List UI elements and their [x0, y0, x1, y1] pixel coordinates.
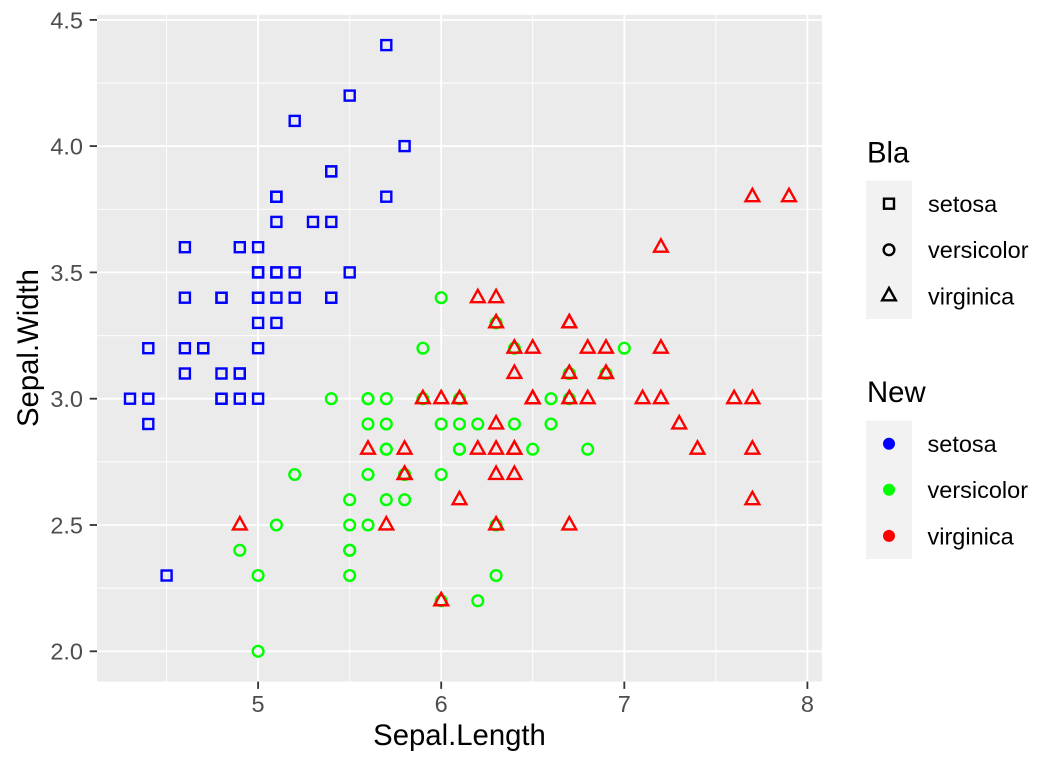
svg-text:versicolor: versicolor [928, 477, 1029, 503]
svg-text:Sepal.Length: Sepal.Length [373, 719, 546, 752]
svg-text:4.0: 4.0 [50, 134, 83, 160]
svg-text:4.5: 4.5 [50, 7, 83, 33]
svg-text:2.0: 2.0 [50, 639, 83, 665]
svg-text:Bla: Bla [867, 136, 910, 169]
svg-text:setosa: setosa [928, 191, 998, 217]
svg-text:New: New [867, 376, 926, 409]
svg-text:3.0: 3.0 [50, 386, 83, 412]
svg-text:2.5: 2.5 [50, 512, 83, 538]
svg-text:3.5: 3.5 [50, 260, 83, 286]
svg-text:setosa: setosa [928, 431, 998, 457]
svg-text:5: 5 [252, 691, 265, 717]
svg-text:Sepal.Width: Sepal.Width [12, 269, 45, 427]
svg-text:virginica: virginica [928, 283, 1015, 309]
svg-text:7: 7 [618, 691, 631, 717]
svg-text:6: 6 [435, 691, 448, 717]
svg-text:virginica: virginica [928, 523, 1015, 549]
svg-text:8: 8 [801, 691, 814, 717]
svg-text:versicolor: versicolor [928, 237, 1029, 263]
